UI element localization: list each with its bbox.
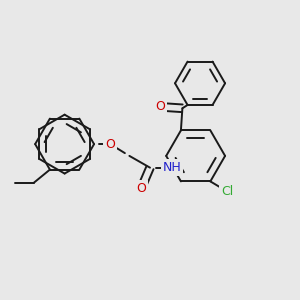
Text: O: O [136,182,146,195]
Text: O: O [105,138,115,151]
Text: NH: NH [163,161,182,174]
Text: O: O [155,100,165,113]
Text: Cl: Cl [221,184,233,198]
